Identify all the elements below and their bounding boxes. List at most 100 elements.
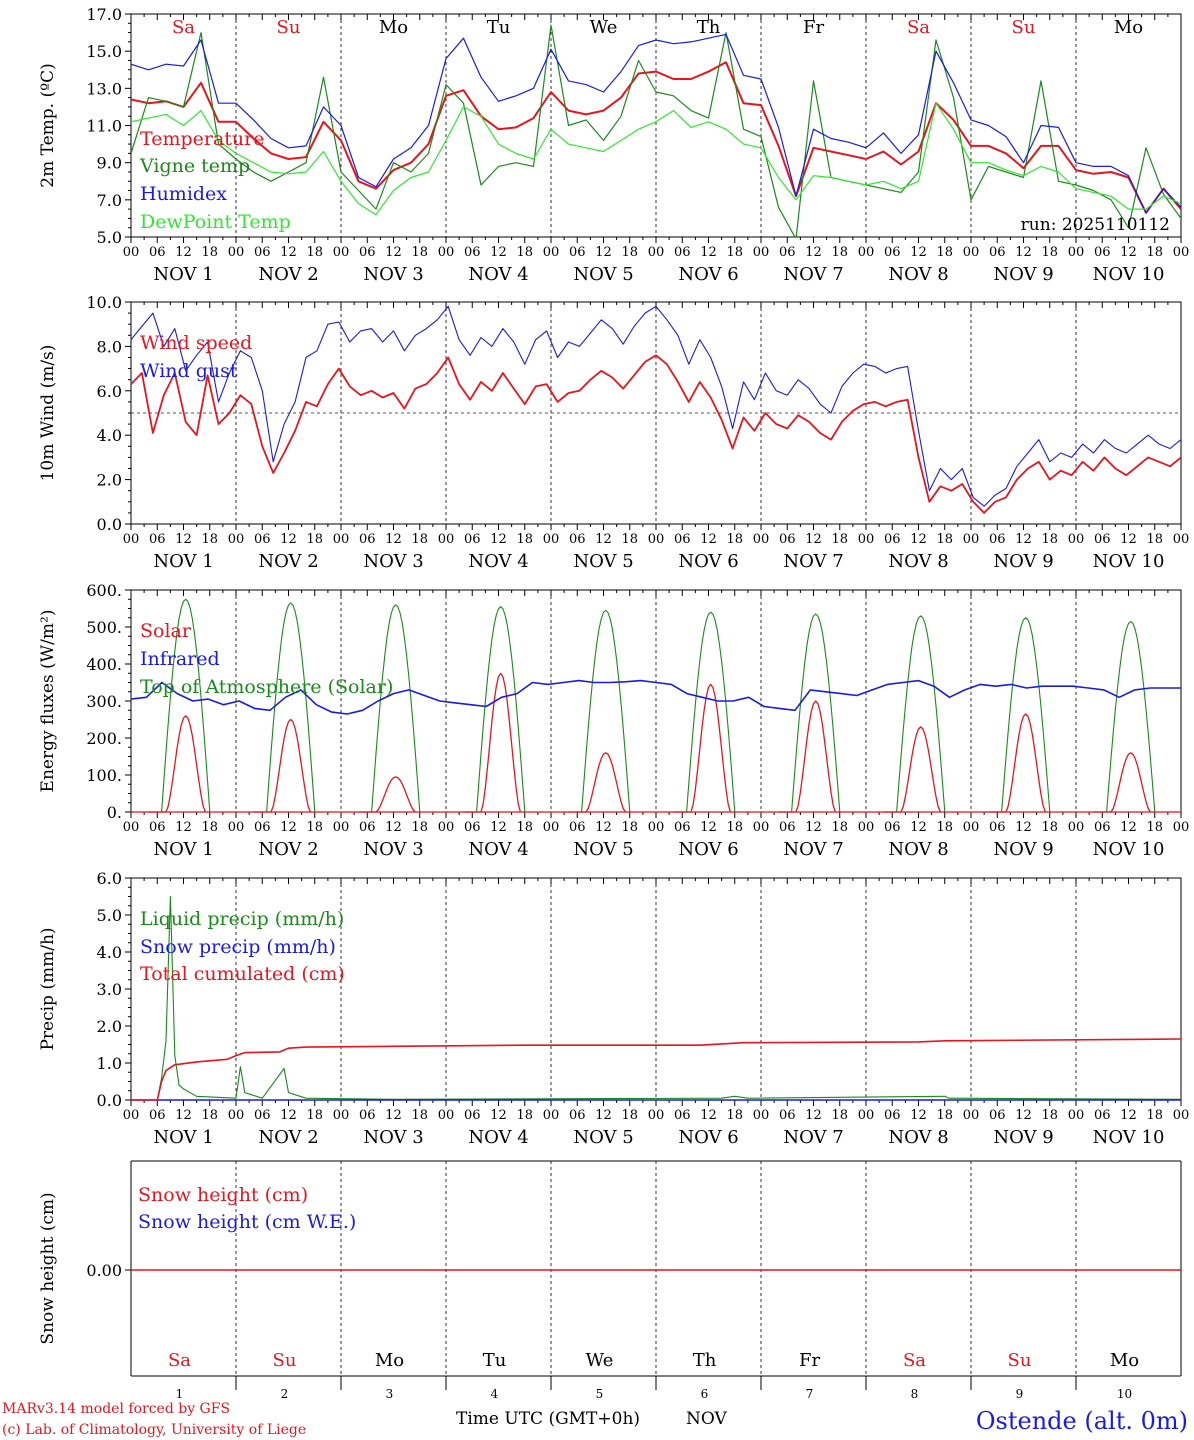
series-humidex [131, 33, 1181, 214]
solar-day [883, 726, 941, 813]
lab-credit: (c) Lab. of Climatology, University of L… [2, 1422, 306, 1438]
hour-label: 00 [648, 532, 665, 547]
weekday-label: Mo [379, 17, 408, 38]
legend-snow-height: Snow height (cm) [138, 1184, 308, 1206]
y-tick-label: 100. [86, 766, 122, 785]
hour-label: 06 [254, 1108, 271, 1123]
hour-label: 00 [333, 245, 350, 260]
y-axis-label: 2m Temp. (ºC) [38, 63, 58, 188]
hour-label: 18 [1041, 820, 1058, 835]
hour-label: 18 [936, 532, 953, 547]
legend-gust: Wind gust [140, 360, 238, 382]
date-label: NOV 9 [993, 839, 1053, 860]
solar-day [358, 776, 416, 813]
date-label: NOV 8 [888, 264, 948, 285]
hour-label: 12 [385, 532, 402, 547]
weekday-label: Sa [903, 1350, 926, 1371]
hour-label: 18 [831, 245, 848, 260]
hour-label: 18 [621, 1108, 638, 1123]
hour-label: 00 [1173, 245, 1190, 260]
weekday-label: Su [277, 17, 301, 38]
series-cumul [131, 1038, 1182, 1101]
series-wind [130, 354, 1182, 514]
hour-label: 00 [858, 1108, 875, 1123]
weekday-label: Mo [375, 1350, 404, 1371]
hour-label: 00 [1068, 820, 1085, 835]
hour-label: 18 [516, 820, 533, 835]
weekday-label: Tu [483, 1350, 507, 1371]
weekday-label: Fr [799, 1350, 820, 1371]
hour-label: 12 [490, 1108, 507, 1123]
y-axis-label: Precip (mm/h) [38, 927, 58, 1050]
toa-day [551, 609, 656, 813]
hour-label: 18 [201, 820, 218, 835]
date-label: NOV 1 [153, 264, 213, 285]
y-tick-label: 13.0 [86, 79, 122, 98]
hour-label: 18 [831, 532, 848, 547]
model-credit: MARv3.14 model forced by GFS [2, 1401, 230, 1417]
y-tick-label: 11.0 [86, 117, 122, 136]
date-label: NOV 7 [783, 551, 843, 572]
date-label: NOV 6 [678, 551, 738, 572]
series-infrared [130, 679, 1181, 715]
series-vigne [131, 24, 1181, 237]
hour-label: 12 [1120, 820, 1137, 835]
date-label: NOV 9 [993, 551, 1053, 572]
hour-label: 18 [831, 1108, 848, 1123]
series-gust [130, 305, 1182, 507]
hour-label: 18 [1041, 245, 1058, 260]
day-number: 9 [1016, 1387, 1024, 1401]
weekday-label: Mo [1110, 1350, 1139, 1371]
toa-day [1076, 620, 1181, 813]
solar-day [673, 683, 732, 813]
date-label: NOV 3 [363, 1127, 423, 1148]
date-label: NOV 1 [153, 1127, 213, 1148]
hour-label: 18 [726, 820, 743, 835]
y-tick-label: 0.00 [86, 1261, 122, 1280]
hour-label: 18 [726, 1108, 743, 1123]
solar-day [148, 715, 207, 813]
hour-label: 00 [858, 245, 875, 260]
hour-label: 00 [753, 820, 770, 835]
hour-label: 18 [621, 820, 638, 835]
hour-label: 12 [490, 820, 507, 835]
weekday-label: Mo [1114, 17, 1143, 38]
hour-label: 18 [726, 532, 743, 547]
y-axis-label: Energy fluxes (W/m²) [38, 610, 58, 793]
weekday-label: Sa [172, 17, 195, 38]
hour-label: 00 [648, 1108, 665, 1123]
hour-label: 06 [149, 532, 166, 547]
hour-label: 06 [254, 820, 271, 835]
y-tick-label: 500. [86, 618, 122, 637]
date-label: NOV 4 [468, 551, 528, 572]
hour-label: 12 [175, 532, 192, 547]
date-label: NOV 5 [573, 1127, 633, 1148]
hour-label: 06 [464, 820, 481, 835]
hour-label: 18 [306, 245, 323, 260]
hour-label: 00 [333, 820, 350, 835]
y-tick-label: 17.0 [86, 5, 122, 24]
hour-label: 06 [1094, 532, 1111, 547]
date-label: NOV 9 [993, 264, 1053, 285]
hour-label: 00 [753, 532, 770, 547]
hour-label: 00 [228, 1108, 245, 1123]
y-tick-label: 0. [107, 803, 122, 822]
date-label: NOV 3 [363, 264, 423, 285]
hour-label: 12 [1120, 532, 1137, 547]
toa-day [236, 602, 341, 813]
panel-2: 0.0 2.0 4.0 6.0 8.0 10.0 10m Wind (m/s) Wind sp… [38, 293, 1189, 572]
hour-label: 06 [1094, 1108, 1111, 1123]
hour-label: 06 [1094, 245, 1111, 260]
hour-label: 00 [438, 1108, 455, 1123]
hour-label: 18 [1146, 1108, 1163, 1123]
hour-label: 00 [1068, 1108, 1085, 1123]
hour-label: 18 [1041, 532, 1058, 547]
date-label: NOV 2 [258, 264, 318, 285]
hour-label: 12 [1120, 245, 1137, 260]
hour-label: 12 [805, 532, 822, 547]
toa-day [446, 606, 551, 813]
hour-label: 12 [700, 245, 717, 260]
hour-label: 18 [936, 245, 953, 260]
month-label: NOV [686, 1409, 728, 1429]
date-label: NOV 7 [783, 1127, 843, 1148]
